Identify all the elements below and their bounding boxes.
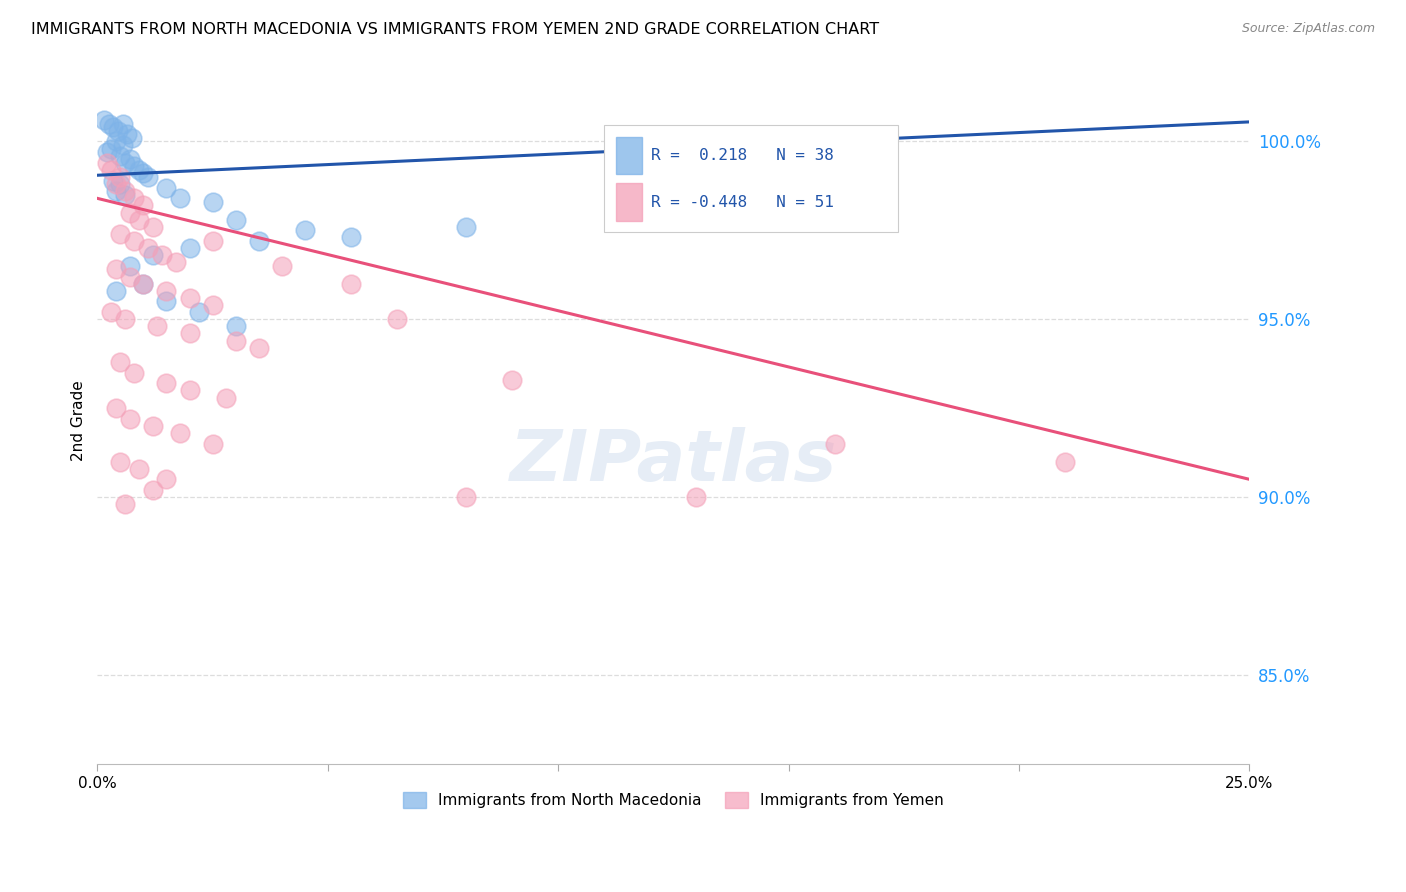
Point <box>136 169 159 184</box>
Point <box>110 355 132 369</box>
Point <box>454 490 477 504</box>
Point <box>128 162 150 177</box>
Point <box>110 177 132 191</box>
Point <box>118 412 141 426</box>
Point <box>179 384 201 398</box>
Point <box>142 248 165 262</box>
Text: Source: ZipAtlas.com: Source: ZipAtlas.com <box>1241 22 1375 36</box>
Point <box>114 312 136 326</box>
Point <box>132 277 155 291</box>
Point <box>103 173 125 187</box>
Point <box>201 194 224 209</box>
Point <box>110 169 132 184</box>
Point <box>501 373 523 387</box>
Point <box>114 187 136 202</box>
Point <box>122 159 145 173</box>
Point <box>107 124 129 138</box>
Point <box>339 277 361 291</box>
Point <box>385 312 408 326</box>
Point <box>215 391 238 405</box>
Point <box>111 138 134 153</box>
Point <box>110 227 132 241</box>
Text: ZIPatlas: ZIPatlas <box>509 427 837 496</box>
Point <box>110 149 132 163</box>
Point <box>1053 454 1076 468</box>
Point <box>169 191 191 205</box>
Point <box>104 284 127 298</box>
Point <box>294 223 316 237</box>
Point <box>179 241 201 255</box>
Legend: Immigrants from North Macedonia, Immigrants from Yemen: Immigrants from North Macedonia, Immigra… <box>396 786 949 814</box>
Point <box>201 298 224 312</box>
Point <box>339 230 361 244</box>
Point <box>104 177 127 191</box>
Point <box>122 366 145 380</box>
Point <box>122 234 145 248</box>
Point <box>114 156 136 170</box>
Text: R = -0.448   N = 51: R = -0.448 N = 51 <box>651 194 834 210</box>
Point <box>128 461 150 475</box>
Point <box>121 131 143 145</box>
FancyBboxPatch shape <box>605 126 898 232</box>
Point <box>225 319 247 334</box>
Point <box>104 184 127 198</box>
Point <box>93 113 115 128</box>
Point <box>118 269 141 284</box>
Bar <box>616 136 643 174</box>
Point <box>685 490 707 504</box>
Point <box>225 334 247 348</box>
Point <box>104 401 127 416</box>
Point <box>165 255 187 269</box>
Point <box>155 376 177 391</box>
Point <box>104 262 127 277</box>
Point <box>454 219 477 234</box>
Point <box>103 120 125 135</box>
Point <box>146 319 169 334</box>
Point <box>118 153 141 167</box>
Point <box>118 259 141 273</box>
Point <box>824 436 846 450</box>
Point <box>96 156 118 170</box>
Point <box>110 454 132 468</box>
Point <box>142 419 165 434</box>
Point <box>132 277 155 291</box>
Point <box>179 326 201 341</box>
Bar <box>616 184 643 220</box>
Point <box>270 259 292 273</box>
Text: R =  0.218   N = 38: R = 0.218 N = 38 <box>651 148 834 162</box>
Point <box>100 162 122 177</box>
Point <box>118 205 141 219</box>
Point <box>100 142 122 156</box>
Point <box>100 305 122 319</box>
Point <box>201 234 224 248</box>
Point <box>155 294 177 309</box>
Point <box>132 198 155 212</box>
Point <box>96 145 118 160</box>
Point <box>187 305 209 319</box>
Point <box>155 180 177 194</box>
Point <box>114 497 136 511</box>
Point <box>114 184 136 198</box>
Point <box>247 341 270 355</box>
Point <box>155 284 177 298</box>
Point <box>136 241 159 255</box>
Text: IMMIGRANTS FROM NORTH MACEDONIA VS IMMIGRANTS FROM YEMEN 2ND GRADE CORRELATION C: IMMIGRANTS FROM NORTH MACEDONIA VS IMMIG… <box>31 22 879 37</box>
Point <box>225 212 247 227</box>
Point <box>117 128 139 142</box>
Point <box>142 483 165 497</box>
Point <box>179 291 201 305</box>
Point <box>169 426 191 441</box>
Point <box>111 117 134 131</box>
Point <box>201 436 224 450</box>
Point <box>122 191 145 205</box>
Point <box>150 248 173 262</box>
Y-axis label: 2nd Grade: 2nd Grade <box>72 380 86 461</box>
Point <box>155 472 177 486</box>
Point <box>142 219 165 234</box>
Point <box>132 166 155 180</box>
Point <box>247 234 270 248</box>
Point <box>97 117 120 131</box>
Point <box>128 212 150 227</box>
Point <box>104 135 127 149</box>
